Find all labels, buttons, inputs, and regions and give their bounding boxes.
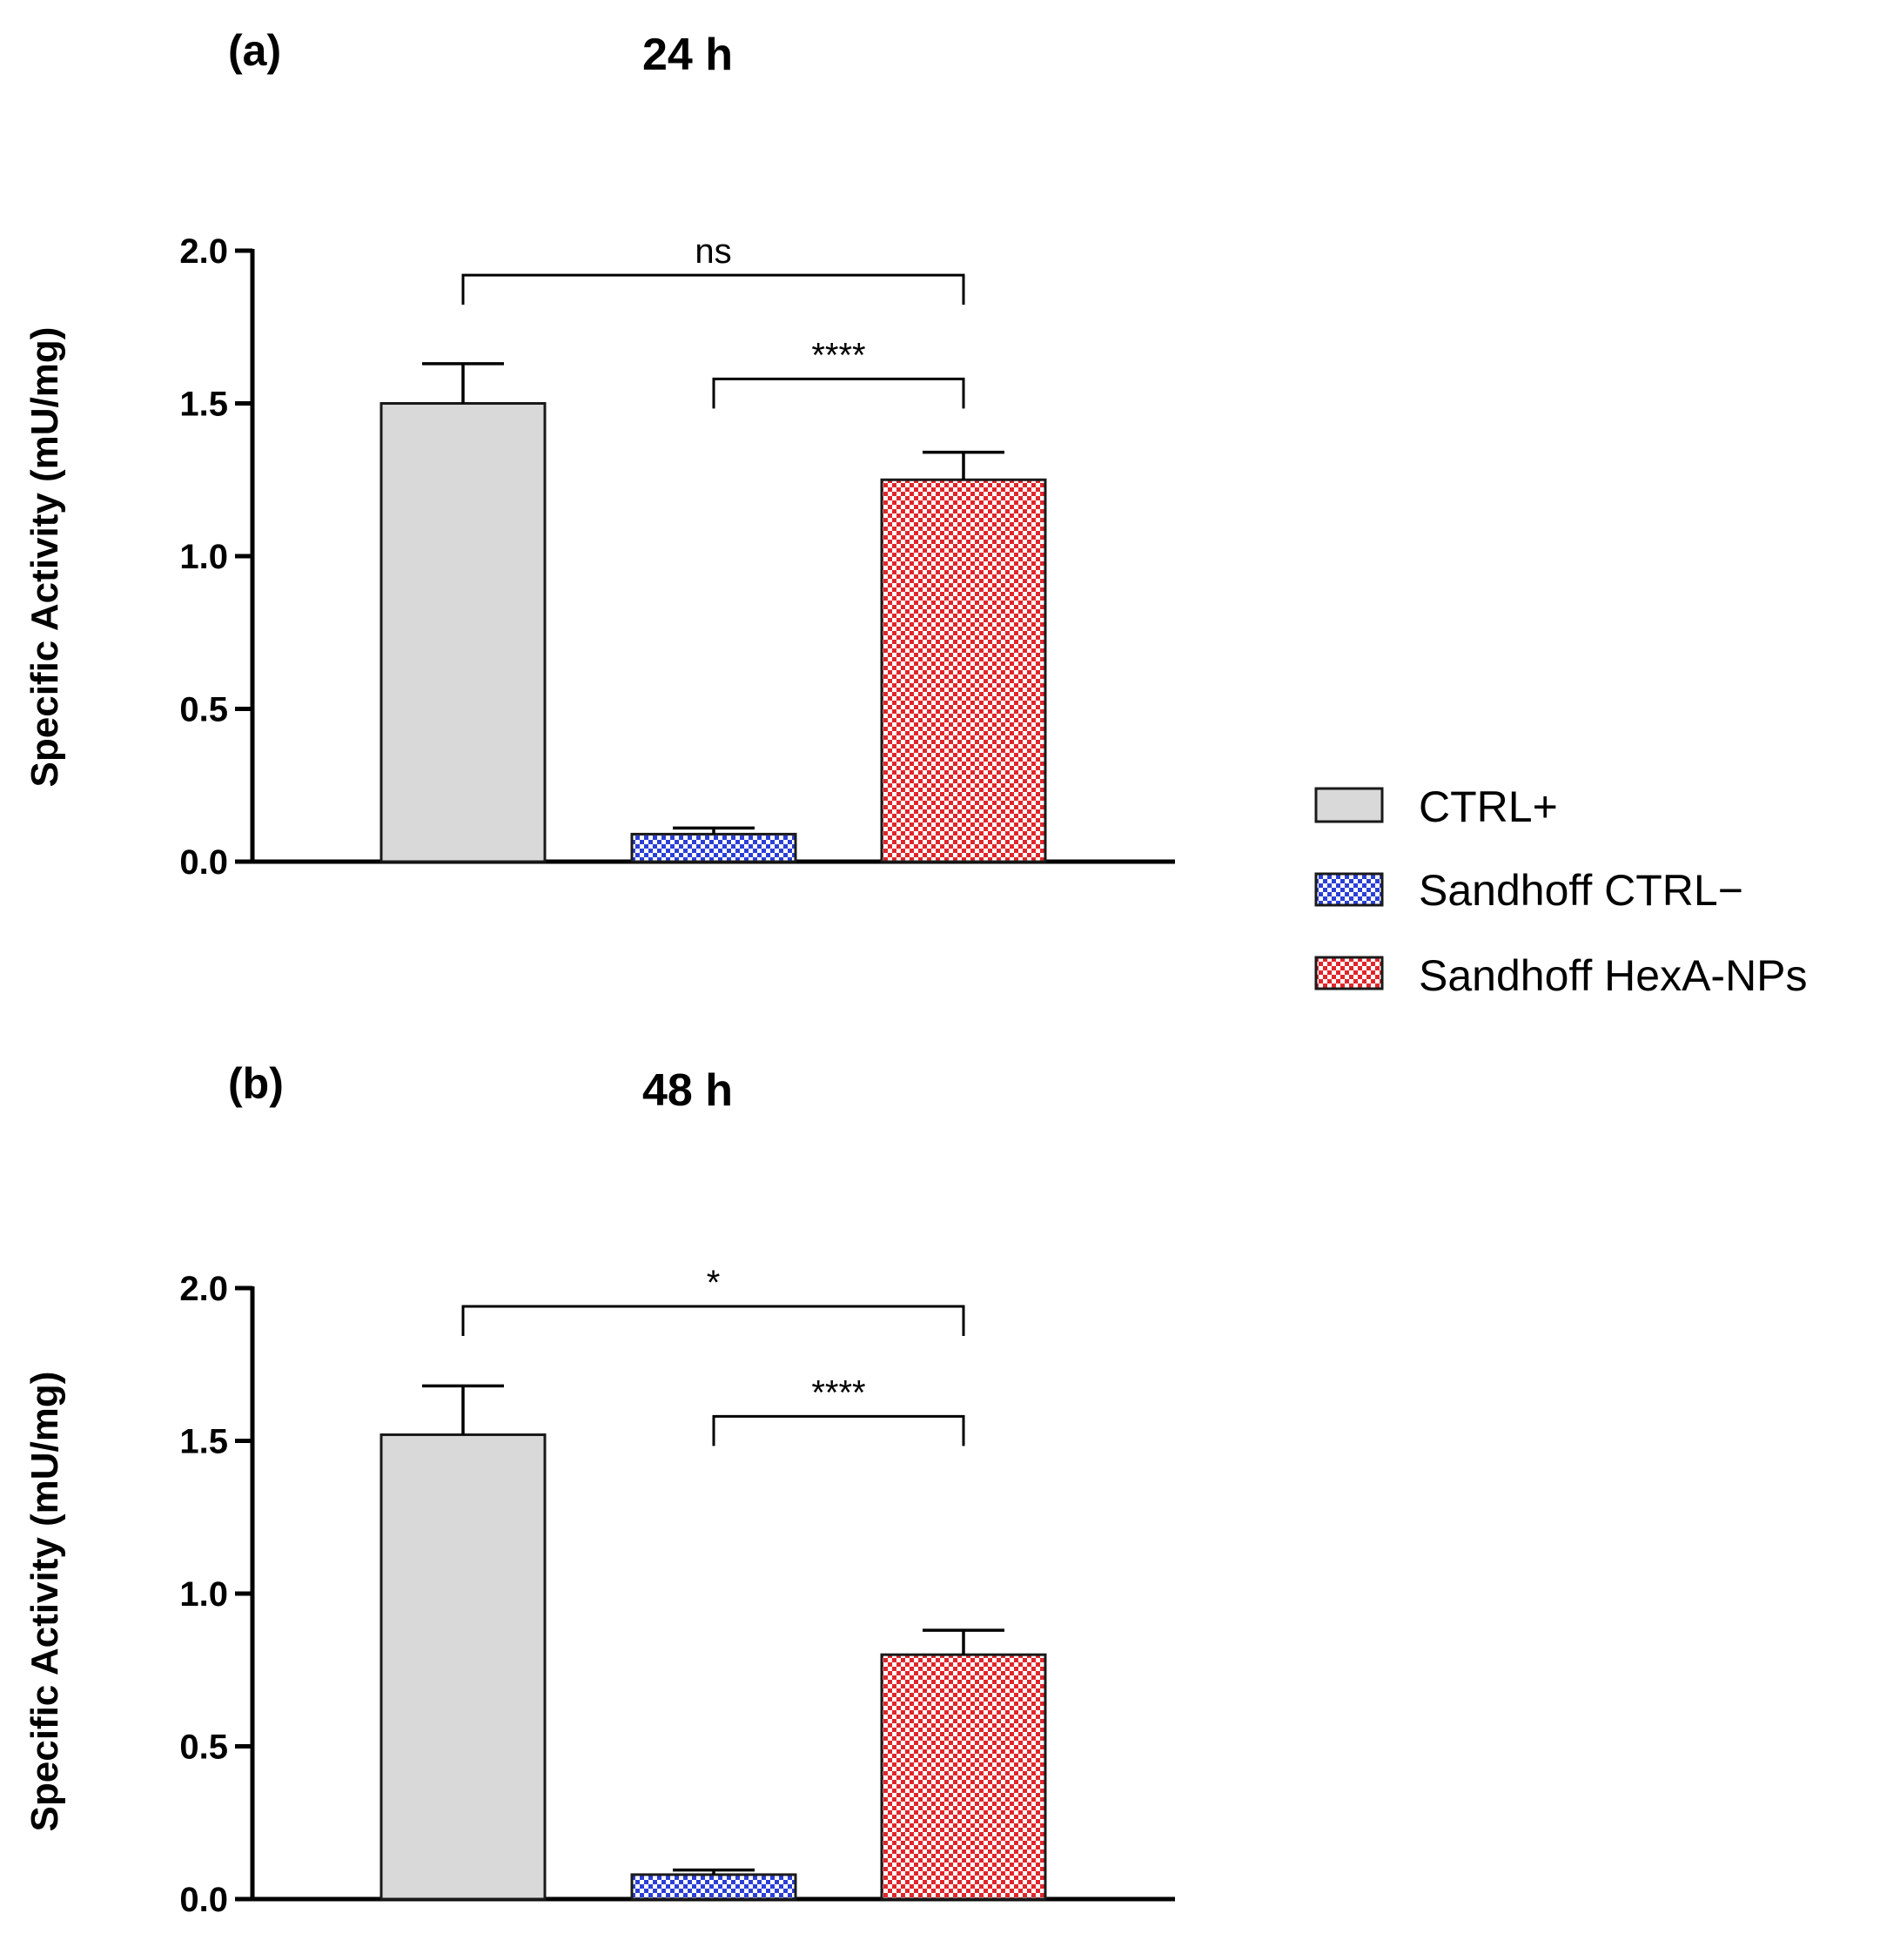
panel-a-ytick-label-0: 0.0 <box>179 843 228 882</box>
panel-b-bar-sandhoff-ctrl-minus <box>630 1873 797 1901</box>
panel-a-label: (a) <box>228 26 281 75</box>
panel-b-ylabel: Specific Activity (mU/mg) <box>24 1372 66 1832</box>
panel-b-ytick-label-4: 2.0 <box>179 1270 228 1308</box>
panel-a-ylabel: Specific Activity (mU/mg) <box>24 327 66 788</box>
panel-a-ytick-label-2: 1.0 <box>179 538 228 576</box>
panel-b-bar-ctrl-plus <box>379 1433 547 1901</box>
panel-a-bar-sandhoff-ctrl-minus <box>630 832 797 863</box>
panel-a-sig-bracket-0 <box>461 273 965 305</box>
panel-a-sig-bracket-1 <box>712 377 965 409</box>
legend-label-sandhoff-ctrl-minus: Sandhoff CTRL− <box>1419 866 1743 915</box>
panel-b-bar-sandhoff-hexa-nps <box>880 1653 1047 1901</box>
panel-b-ytick-label-0: 0.0 <box>179 1881 228 1919</box>
legend-item-sandhoff-hexa-nps: Sandhoff HexA-NPs <box>1314 951 1808 1000</box>
panel-a-ytick-label-3: 1.5 <box>179 386 228 424</box>
panel-b-sig-label-1: **** <box>811 1373 865 1412</box>
panel-b: (b) 48 h Specific Activity (mU/mg) 0.0 0.… <box>24 1059 1175 1919</box>
panel-b-title: 48 h <box>642 1065 733 1116</box>
legend-item-ctrl-plus: CTRL+ <box>1314 782 1558 831</box>
legend-swatch-sandhoff-ctrl-minus <box>1314 872 1384 907</box>
panel-b-sig-bracket-1 <box>712 1414 965 1447</box>
panel-b-ytick-label-2: 1.0 <box>179 1575 228 1614</box>
panel-b-plot: 0.00.51.01.52.0 ***** <box>179 1264 1175 1919</box>
panel-b-label: (b) <box>228 1059 284 1108</box>
legend-swatch-sandhoff-hexa-nps <box>1314 956 1384 990</box>
panel-a-title: 24 h <box>642 30 733 80</box>
panel-b-sig-label-0: * <box>707 1264 721 1302</box>
legend-swatch-ctrl-plus <box>1314 787 1384 823</box>
panel-a-plot: 0.0 0.5 1.0 1.5 2.0 ns **** <box>179 232 1175 882</box>
panel-b-ytick-label-1: 0.5 <box>179 1728 228 1767</box>
panel-a: (a) 24 h Specific Activity (mU/mg) 0.00.… <box>24 26 1175 882</box>
panel-b-ytick-label-3: 1.5 <box>179 1423 228 1461</box>
panel-a-bar-ctrl-plus <box>379 402 547 863</box>
panel-a-ytick-label-4: 2.0 <box>179 232 228 271</box>
legend-label-ctrl-plus: CTRL+ <box>1419 782 1558 831</box>
legend: CTRL+ Sandhoff CTRL− Sandhoff HexA-NPs <box>1314 782 1808 1000</box>
legend-label-sandhoff-hexa-nps: Sandhoff HexA-NPs <box>1419 951 1808 1000</box>
panel-b-sig-bracket-0 <box>461 1305 965 1337</box>
panel-a-bar-sandhoff-hexa-nps <box>880 478 1047 863</box>
panel-a-sig-label-0: ns <box>695 232 731 271</box>
panel-a-sig-label-1: **** <box>811 336 865 374</box>
panel-a-ytick-label-1: 0.5 <box>179 691 228 729</box>
legend-item-sandhoff-ctrl-minus: Sandhoff CTRL− <box>1314 866 1743 915</box>
